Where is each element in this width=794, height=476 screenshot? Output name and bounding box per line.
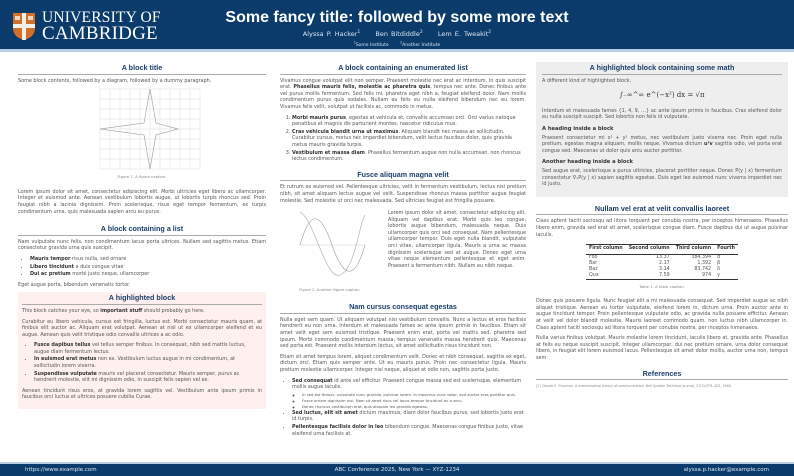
- block-text: Donec quis posuere ligula. Nunc feugiat …: [536, 298, 788, 331]
- block-title: A highlighted block containing some math: [542, 62, 782, 75]
- author: Lem E. Tweakit2: [437, 29, 492, 38]
- institution: 1Some Institute: [353, 40, 389, 48]
- block-figure: A block title Some block contents, follo…: [18, 62, 266, 215]
- table-row: Bar 2.17 1,392 β: [589, 260, 721, 266]
- block-text: Curabitur eu libero vehicula, cursus est…: [22, 318, 262, 338]
- list-item: Dui ac pretium morbi justo neque, ullamc…: [30, 271, 266, 278]
- footer-conference: ABC Conference 2025, New York — XYZ-1234: [334, 467, 460, 473]
- block-title: A block containing an enumerated list: [280, 62, 526, 75]
- block-text: Nulla varius finibus volutpat. Mauris mo…: [536, 335, 788, 362]
- list-item: Mauris tempor risus nulla, sed ornare: [30, 256, 266, 263]
- block-title: A block containing a list: [18, 223, 266, 236]
- author: Ben Bitdiddle2: [375, 29, 423, 38]
- block-text: Sed augue erat, scelerisque a purus ultr…: [542, 167, 782, 188]
- math-equation: ∫₋∞^∞ e^(−x²) dx = √π: [619, 91, 705, 100]
- table-caption: Table 1. A table caption.: [639, 283, 685, 289]
- sub-heading: A heading inside a block: [542, 125, 614, 132]
- star-diagram: [99, 88, 201, 170]
- block-text: Aenean tincidunt risus eros, at gravida …: [22, 387, 262, 401]
- block-text: Class aptent taciti sociosqu ad litora t…: [536, 218, 788, 238]
- block-text: A different kind of highlighted block.: [542, 77, 632, 84]
- university-logo: UNIVERSITY OF CAMBRIDGE: [13, 9, 161, 44]
- poster-title: Some fancy title: followed by some more …: [225, 9, 569, 26]
- block-text: Praesent consectetur mi x² + y² metus, n…: [542, 134, 782, 154]
- block-title: Nullam vel erat at velit convallis laore…: [536, 203, 788, 216]
- block-enumerated: A block containing an enumerated list Vi…: [280, 62, 526, 163]
- block-title: Nam cursus consequat egestas: [280, 301, 526, 314]
- author: Alyssa P. Hacker1: [302, 29, 361, 38]
- list-item: Sed consequat id ante vel efficitur. Pra…: [292, 378, 526, 409]
- block-text: This block catches your eye, so importan…: [22, 307, 205, 314]
- sub-list-item: Fusce ornare dignissim nisi. Nam sit ame…: [302, 398, 526, 403]
- highlighted-block: A highlighted block This block catches y…: [18, 292, 266, 410]
- figure-caption: Figure 1. A figure caption.: [117, 174, 167, 180]
- sine-wave-figure: [299, 211, 366, 276]
- list-item: In euismod erat metus non ex. Vestibulum…: [34, 356, 262, 369]
- sub-heading: Another heading inside a block: [542, 159, 634, 166]
- block-text: Some block contents, followed by a diagr…: [18, 77, 212, 84]
- table-row: Qux 7.59 974 γ: [589, 272, 720, 278]
- figure-caption: Figure 2. Another figure caption.: [299, 286, 361, 292]
- block-list: A block containing a list Nam vulputate …: [18, 223, 266, 288]
- table-row: Foo 13.37 384,394 α: [589, 254, 721, 260]
- list-item: Suspendisse vulputate mauris vel placera…: [34, 371, 262, 384]
- list-item: Cras vehicula blandit urna ut maximus. A…: [292, 129, 526, 149]
- table-row: Baz 3.14 83,742 δ: [589, 266, 721, 272]
- block-text: Interdum et malesuada fames {1, 4, 9, …}…: [542, 107, 782, 121]
- block-fusce: Fusce aliquam magna velit Et rutrum ex e…: [280, 169, 526, 302]
- institution: 2Another Institute: [400, 40, 441, 48]
- block-title: Fusce aliquam magna velit: [280, 169, 526, 182]
- poster-header: UNIVERSITY OF CAMBRIDGE Some fancy title:…: [0, 0, 794, 52]
- block-text: Eget augue porta, bibendum venenatis tor…: [18, 281, 131, 288]
- author-list: Alyssa P. Hacker1 Ben Bitdiddle2 Lem E. …: [0, 30, 794, 38]
- footer-url-link[interactable]: https://www.example.com: [25, 467, 97, 473]
- block-text: Etiam sit amet tempus lorem, aliquet con…: [280, 353, 526, 374]
- column-middle: A block containing an enumerated list Vi…: [280, 62, 526, 441]
- block-title: A block title: [18, 62, 266, 75]
- block-text: Lorem ipsum dolor sit amet, consectetur …: [388, 210, 526, 269]
- block-nam-cursus: Nam cursus consequat egestas Nulla eget …: [280, 301, 526, 437]
- list-item: Libero tincidunt a duis congue vitae: [30, 264, 266, 271]
- block-title: A highlighted block: [22, 292, 262, 305]
- cambridge-shield-icon: [13, 13, 35, 40]
- block-text: Lorem ipsum dolor sit amet, consectetur …: [18, 188, 266, 215]
- block-text: Nulla eget sem quam. Ut aliquam volutpat…: [280, 316, 526, 350]
- block-text: Vivamus congue volutpat elit non semper.…: [280, 77, 526, 110]
- list-item: Vestibulum et massa diam. Phasellus ferm…: [292, 150, 526, 163]
- column-left: A block title Some block contents, follo…: [18, 62, 266, 410]
- block-nullam: Nullam vel erat at velit convallis laore…: [536, 203, 788, 362]
- sub-list-item: In sed est finibus, vulputate nunc gravi…: [302, 392, 526, 397]
- list-item: Pellentesque facilisis dolor in leo bibe…: [292, 424, 526, 437]
- list-item: Morbi mauris purus, egestas at vehicula …: [292, 115, 526, 128]
- math-block: A highlighted block containing some math…: [536, 62, 788, 197]
- data-table: First column Second column Third column Fou…: [586, 244, 738, 280]
- logo-line-2: CAMBRIDGE: [42, 23, 158, 44]
- block-title: References: [536, 368, 788, 381]
- column-right: A highlighted block containing some math…: [536, 62, 788, 390]
- list-item: Sed luctus, elit sit amet dictum maximus…: [292, 410, 526, 423]
- reference-item: [1] Claude E. Shannon. A mathematical th…: [536, 384, 732, 389]
- block-text: Et rutrum ex euismod vel. Pellentesque u…: [280, 184, 526, 204]
- block-text: Nam vulputate nunc felis, non condimentu…: [18, 238, 266, 252]
- footer-email-link[interactable]: alyssa.p.hacker@example.com: [683, 467, 769, 473]
- institution-list: 1Some Institute 2Another Institute: [0, 40, 794, 48]
- references-block: References [1] Claude E. Shannon. A math…: [536, 368, 788, 390]
- logo-line-1: UNIVERSITY OF: [42, 9, 161, 26]
- list-item: Fusce dapibus tellus vel tellus semper f…: [34, 342, 262, 355]
- sub-list-item: Donec rhoncus vestibulum erat, quis aliq…: [302, 404, 526, 409]
- poster-footer: https://www.example.com ABC Conference 2…: [0, 462, 794, 476]
